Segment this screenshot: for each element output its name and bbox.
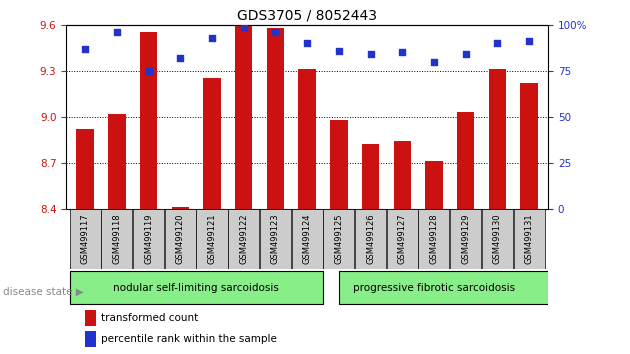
Bar: [418, 209, 449, 269]
Point: [80, 46, 90, 52]
Bar: [266, 28, 284, 209]
Bar: [323, 209, 354, 269]
Bar: [228, 209, 260, 269]
Bar: [140, 33, 158, 209]
Point: [239, 24, 249, 29]
Bar: [133, 209, 164, 269]
Text: GSM499118: GSM499118: [112, 213, 122, 264]
Bar: [387, 209, 418, 269]
Bar: [362, 144, 379, 209]
Bar: [482, 209, 513, 269]
Text: progressive fibrotic sarcoidosis: progressive fibrotic sarcoidosis: [353, 282, 515, 293]
Text: GSM499122: GSM499122: [239, 214, 248, 264]
Bar: [171, 207, 189, 209]
Bar: [513, 209, 544, 269]
Bar: [70, 271, 323, 304]
Point: [112, 29, 122, 35]
Bar: [457, 112, 474, 209]
Point: [302, 40, 312, 46]
Text: transformed count: transformed count: [101, 313, 198, 323]
Bar: [450, 209, 481, 269]
Text: GSM499120: GSM499120: [176, 214, 185, 264]
Point: [461, 51, 471, 57]
Text: GSM499130: GSM499130: [493, 213, 502, 264]
Bar: [394, 141, 411, 209]
Bar: [101, 209, 132, 269]
Bar: [355, 209, 386, 269]
Bar: [260, 209, 291, 269]
Point: [397, 50, 407, 55]
Bar: [70, 209, 101, 269]
Bar: [197, 209, 227, 269]
Text: GSM499119: GSM499119: [144, 214, 153, 264]
Point: [175, 55, 185, 61]
Text: GSM499123: GSM499123: [271, 213, 280, 264]
Bar: [425, 161, 443, 209]
Title: GDS3705 / 8052443: GDS3705 / 8052443: [237, 8, 377, 22]
Bar: [292, 209, 323, 269]
Point: [207, 35, 217, 40]
Text: disease state ▶: disease state ▶: [3, 287, 84, 297]
Text: GSM499129: GSM499129: [461, 214, 470, 264]
Point: [365, 51, 375, 57]
Text: GSM499127: GSM499127: [398, 213, 407, 264]
Bar: [108, 114, 125, 209]
Text: GSM499117: GSM499117: [81, 213, 89, 264]
Bar: [339, 271, 558, 304]
Bar: [235, 26, 253, 209]
Text: GSM499125: GSM499125: [335, 214, 343, 264]
Point: [334, 48, 344, 53]
Text: GSM499128: GSM499128: [430, 213, 438, 264]
Text: GSM499131: GSM499131: [525, 213, 534, 264]
Bar: [489, 69, 506, 209]
Point: [144, 68, 154, 74]
Point: [524, 39, 534, 44]
Text: GSM499126: GSM499126: [366, 213, 375, 264]
Bar: [299, 69, 316, 209]
Bar: [165, 209, 196, 269]
Text: nodular self-limiting sarcoidosis: nodular self-limiting sarcoidosis: [113, 282, 279, 293]
Bar: [203, 79, 220, 209]
Point: [492, 40, 502, 46]
Text: percentile rank within the sample: percentile rank within the sample: [101, 334, 277, 344]
Bar: [520, 83, 538, 209]
Bar: [330, 120, 348, 209]
Point: [429, 59, 439, 64]
Point: [270, 29, 280, 35]
Text: GSM499124: GSM499124: [302, 214, 312, 264]
Text: GSM499121: GSM499121: [207, 214, 217, 264]
Bar: [76, 129, 94, 209]
